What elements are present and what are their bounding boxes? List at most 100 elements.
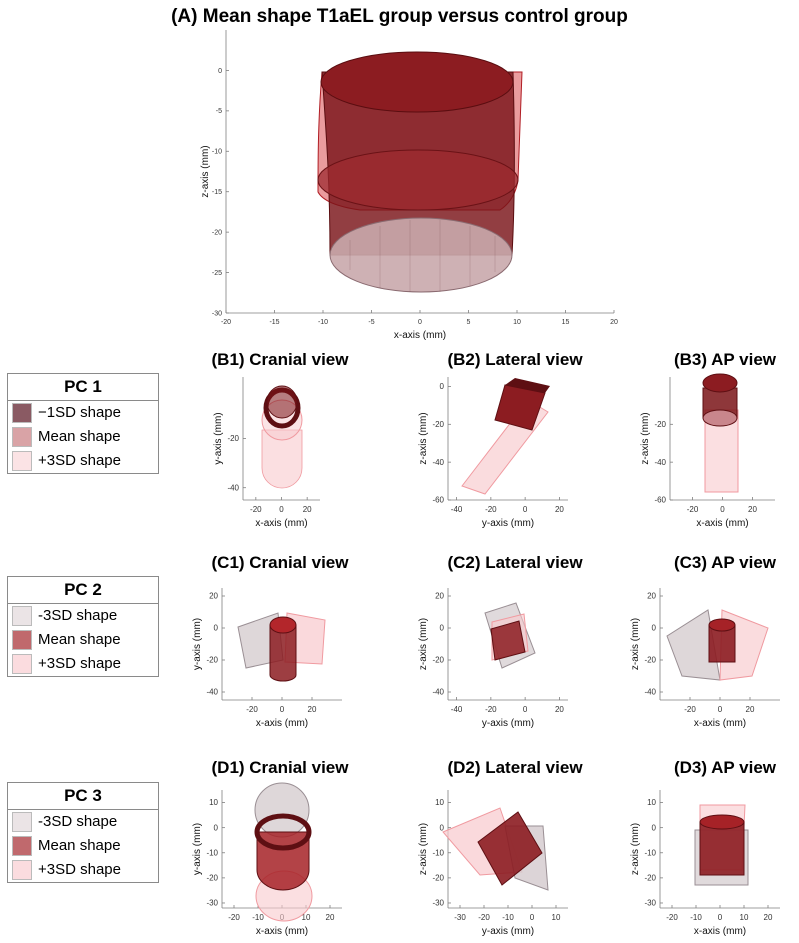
x-tick-label-b3: -20 [687, 505, 699, 514]
legend-swatch [12, 860, 32, 880]
legend-label: +3SD shape [38, 655, 121, 672]
legend-item: Mean shape [8, 628, 158, 652]
legend-label: Mean shape [38, 428, 121, 445]
y-tick-label-a: 0 [218, 68, 222, 75]
y-axis-label-c3: z-axis (mm) [630, 618, 641, 670]
legend-item: -3SD shape [8, 810, 158, 834]
y-axis-label-c1: y-axis (mm) [192, 618, 203, 670]
legend-swatch [12, 403, 32, 423]
x-tick-label-a: -5 [368, 319, 374, 326]
x-tick-label-a: 0 [418, 319, 422, 326]
x-tick-label-c3: -20 [684, 705, 696, 714]
panel-d1-shapes [254, 782, 313, 922]
y-axis-label-b1: y-axis (mm) [213, 412, 224, 464]
y-tick-label-b3: -60 [654, 496, 666, 505]
x-axis-label-c3: x-axis (mm) [694, 718, 746, 729]
y-tick-label-c3: -20 [644, 656, 656, 665]
y-tick-label-b2: -20 [432, 420, 444, 429]
y-tick-label-d1: 10 [209, 798, 218, 807]
y-tick-label-d2: -10 [432, 848, 444, 857]
x-tick-label-d2: -10 [502, 913, 514, 922]
y-tick-label-c1: 0 [214, 624, 219, 633]
y-tick-label-c2: 0 [440, 624, 445, 633]
y-tick-label-d1: -10 [206, 848, 218, 857]
y-tick-label-d2: 0 [440, 823, 445, 832]
panel-a-shapes [317, 51, 523, 293]
x-axis-label-d3: x-axis (mm) [694, 926, 746, 937]
y-tick-label-d1: -30 [206, 899, 218, 908]
y-axis-label-d1: y-axis (mm) [192, 823, 203, 875]
y-axis-label-b3: z-axis (mm) [640, 412, 651, 464]
legend-item: +3SD shape [8, 449, 158, 473]
legend-label: −1SD shape [38, 404, 121, 421]
y-tick-label-c2: -40 [432, 688, 444, 697]
x-tick-label-c2: -20 [485, 705, 497, 714]
y-tick-label-b1: -20 [227, 434, 239, 443]
x-axis-label-b3: x-axis (mm) [696, 518, 748, 529]
y-axis-label-d2: z-axis (mm) [418, 823, 429, 875]
legend-swatch [12, 836, 32, 856]
x-tick-label-d3: 0 [718, 913, 723, 922]
y-tick-label-a: -30 [212, 310, 222, 317]
panel-d3-shapes [694, 804, 749, 886]
y-tick-label-b2: -40 [432, 458, 444, 467]
y-tick-label-b1: -40 [227, 483, 239, 492]
x-axis-label-a: x-axis (mm) [394, 330, 446, 341]
y-tick-label-c3: -40 [644, 688, 656, 697]
x-tick-label-d1: -10 [252, 913, 264, 922]
y-tick-label-d2: 10 [435, 798, 444, 807]
legend-label: Mean shape [38, 837, 121, 854]
panel-b2-title: (B2) Lateral view [447, 350, 583, 369]
x-tick-label-c1: 20 [308, 705, 317, 714]
x-tick-label-a: 20 [610, 319, 618, 326]
y-tick-label-d3: -10 [644, 848, 656, 857]
y-tick-label-a: -5 [216, 108, 222, 115]
x-tick-label-c3: 20 [746, 705, 755, 714]
x-tick-label-a: -10 [318, 319, 328, 326]
y-tick-label-a: -20 [212, 229, 222, 236]
panel-d2-title: (D2) Lateral view [447, 758, 583, 777]
legend-title: PC 3 [8, 783, 158, 810]
panel-b2-shapes [461, 378, 550, 495]
x-tick-label-b2: -20 [485, 505, 497, 514]
legend-swatch [12, 451, 32, 471]
x-tick-label-c2: 0 [523, 705, 528, 714]
y-tick-label-c1: -20 [206, 656, 218, 665]
legend-swatch [12, 812, 32, 832]
x-tick-label-b3: 0 [720, 505, 725, 514]
legend-swatch [12, 606, 32, 626]
x-tick-label-b1: 0 [279, 505, 284, 514]
x-tick-label-c1: 0 [280, 705, 285, 714]
x-tick-label-b2: -40 [451, 505, 463, 514]
y-tick-label-c2: -20 [432, 656, 444, 665]
panel-a-title: (A) Mean shape T1aEL group versus contro… [171, 6, 628, 27]
x-tick-label-d1: 10 [302, 913, 311, 922]
x-axis-label-b2: y-axis (mm) [482, 518, 534, 529]
y-axis-label-b2: z-axis (mm) [418, 412, 429, 464]
x-axis-label-d2: y-axis (mm) [482, 926, 534, 937]
panel-b3-title: (B3) AP view [673, 350, 777, 369]
y-tick-label-b2: 0 [440, 382, 445, 391]
control-cylinder-top [320, 51, 514, 113]
legend-swatch [12, 630, 32, 650]
y-axis-label-a: z-axis (mm) [200, 145, 211, 197]
y-tick-label-d2: -30 [432, 899, 444, 908]
mesh-lines [349, 220, 496, 292]
x-tick-label-c1: -20 [246, 705, 258, 714]
x-axis-label-b1: x-axis (mm) [255, 518, 307, 529]
legend-title: PC 1 [8, 374, 158, 401]
y-tick-label-d2: -20 [432, 874, 444, 883]
y-tick-label-c3: 20 [647, 592, 656, 601]
y-tick-label-d3: 10 [647, 798, 656, 807]
panel-c1-title: (C1) Cranial view [211, 553, 349, 572]
control-cylinder-bottom [329, 217, 513, 293]
y-tick-label-d3: -30 [644, 899, 656, 908]
y-tick-label-c3: 0 [652, 624, 657, 633]
x-tick-label-a: -15 [269, 319, 279, 326]
x-tick-label-d3: 10 [740, 913, 749, 922]
x-tick-label-a: -20 [221, 319, 231, 326]
legend-swatch [12, 427, 32, 447]
y-tick-label-d3: 0 [652, 823, 657, 832]
y-tick-label-a: -10 [212, 149, 222, 156]
x-tick-label-b1: 20 [303, 505, 312, 514]
